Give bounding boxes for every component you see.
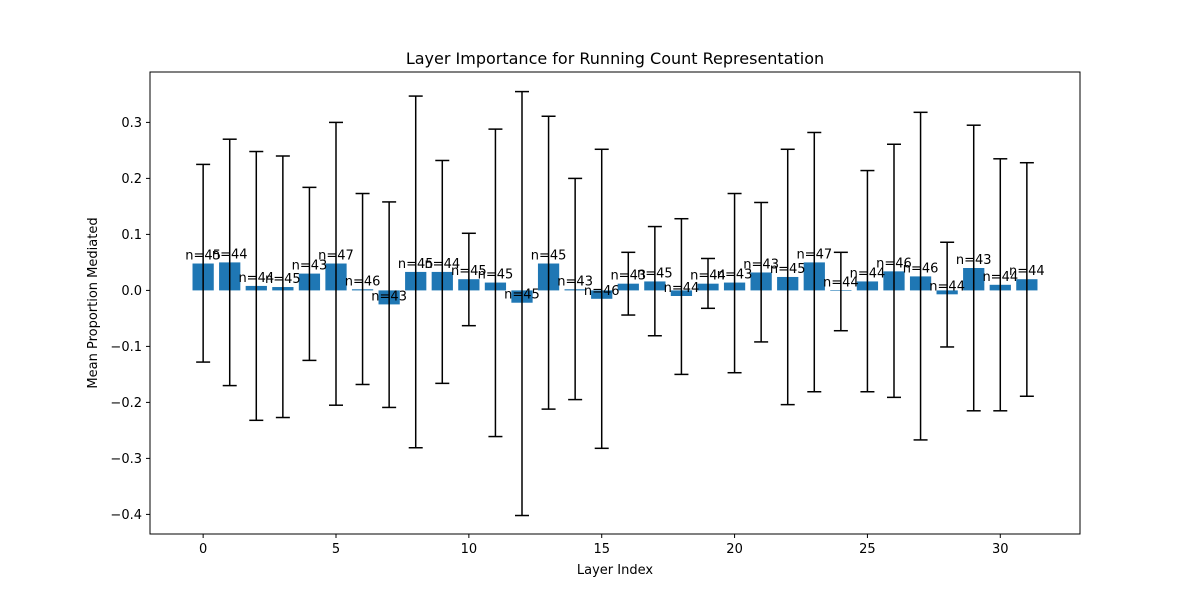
bar-count-label: n=46: [345, 274, 381, 289]
x-tick-label: 20: [726, 542, 743, 557]
bar-count-label: n=45: [185, 249, 221, 264]
bar-count-label: n=43: [743, 257, 779, 272]
bar-count-label: n=44: [850, 266, 886, 281]
bar-count-label: n=45: [637, 266, 673, 281]
plot-frame: [149, 71, 1081, 535]
y-tick-label: −0.2: [110, 396, 142, 411]
y-tick-label: 0.3: [121, 116, 142, 131]
bar-count-label: n=45: [531, 249, 567, 264]
bar-count-label: n=44: [929, 279, 965, 294]
x-tick-label: 5: [332, 542, 340, 557]
x-tick-label: 0: [199, 542, 207, 557]
bar-count-label: n=43: [717, 268, 753, 283]
bar-count-label: n=45: [504, 288, 540, 303]
y-tick-label: 0.2: [121, 172, 142, 187]
bar-count-label: n=46: [584, 284, 620, 299]
chart-title: Layer Importance for Running Count Repre…: [406, 49, 824, 68]
bar-count-label: n=44: [212, 247, 248, 262]
x-tick-label: 10: [461, 542, 478, 557]
bar-count-label: n=44: [238, 271, 274, 286]
x-axis-label: Layer Index: [577, 563, 653, 578]
bar-count-label: n=43: [610, 269, 646, 284]
bar-count-label: n=45: [265, 272, 301, 287]
bar-count-label: n=44: [823, 275, 859, 290]
bar-count-label: n=45: [770, 262, 806, 277]
bar-count-label: n=44: [982, 270, 1018, 285]
bar-count-label: n=43: [956, 253, 992, 268]
bar-count-label: n=47: [796, 247, 832, 262]
bar-count-label: n=43: [557, 274, 593, 289]
bar-count-label: n=46: [903, 261, 939, 276]
y-axis-label: Mean Proportion Mediated: [86, 217, 101, 388]
y-tick-label: −0.3: [110, 452, 142, 467]
y-tick-label: −0.4: [110, 508, 142, 523]
y-tick-label: 0.0: [121, 284, 142, 299]
plot-content: −0.4 −0.3 −0.2 −0.1 0.0 0.1 0.2 0.3 0 5 10 15 20 25 30…: [110, 90, 1045, 557]
bar-count-label: n=47: [318, 249, 354, 264]
bar-count-label: n=46: [876, 256, 912, 271]
bar-count-label: n=43: [292, 259, 328, 274]
bar-count-label: n=44: [424, 257, 460, 272]
y-tick-label: −0.1: [110, 340, 142, 355]
bar-count-label: n=44: [664, 281, 700, 296]
bar-count-label: n=43: [371, 289, 407, 304]
bar-count-label: n=45: [451, 264, 487, 279]
bar-count-label: n=44: [1009, 264, 1045, 279]
x-tick-label: 25: [859, 542, 876, 557]
bar-count-label: n=45: [478, 268, 514, 283]
x-tick-label: 15: [593, 542, 610, 557]
bar-count-label: n=44: [690, 269, 726, 284]
x-tick-label: 30: [992, 542, 1009, 557]
y-tick-label: 0.1: [121, 228, 142, 243]
bar-count-label: n=45: [398, 257, 434, 272]
